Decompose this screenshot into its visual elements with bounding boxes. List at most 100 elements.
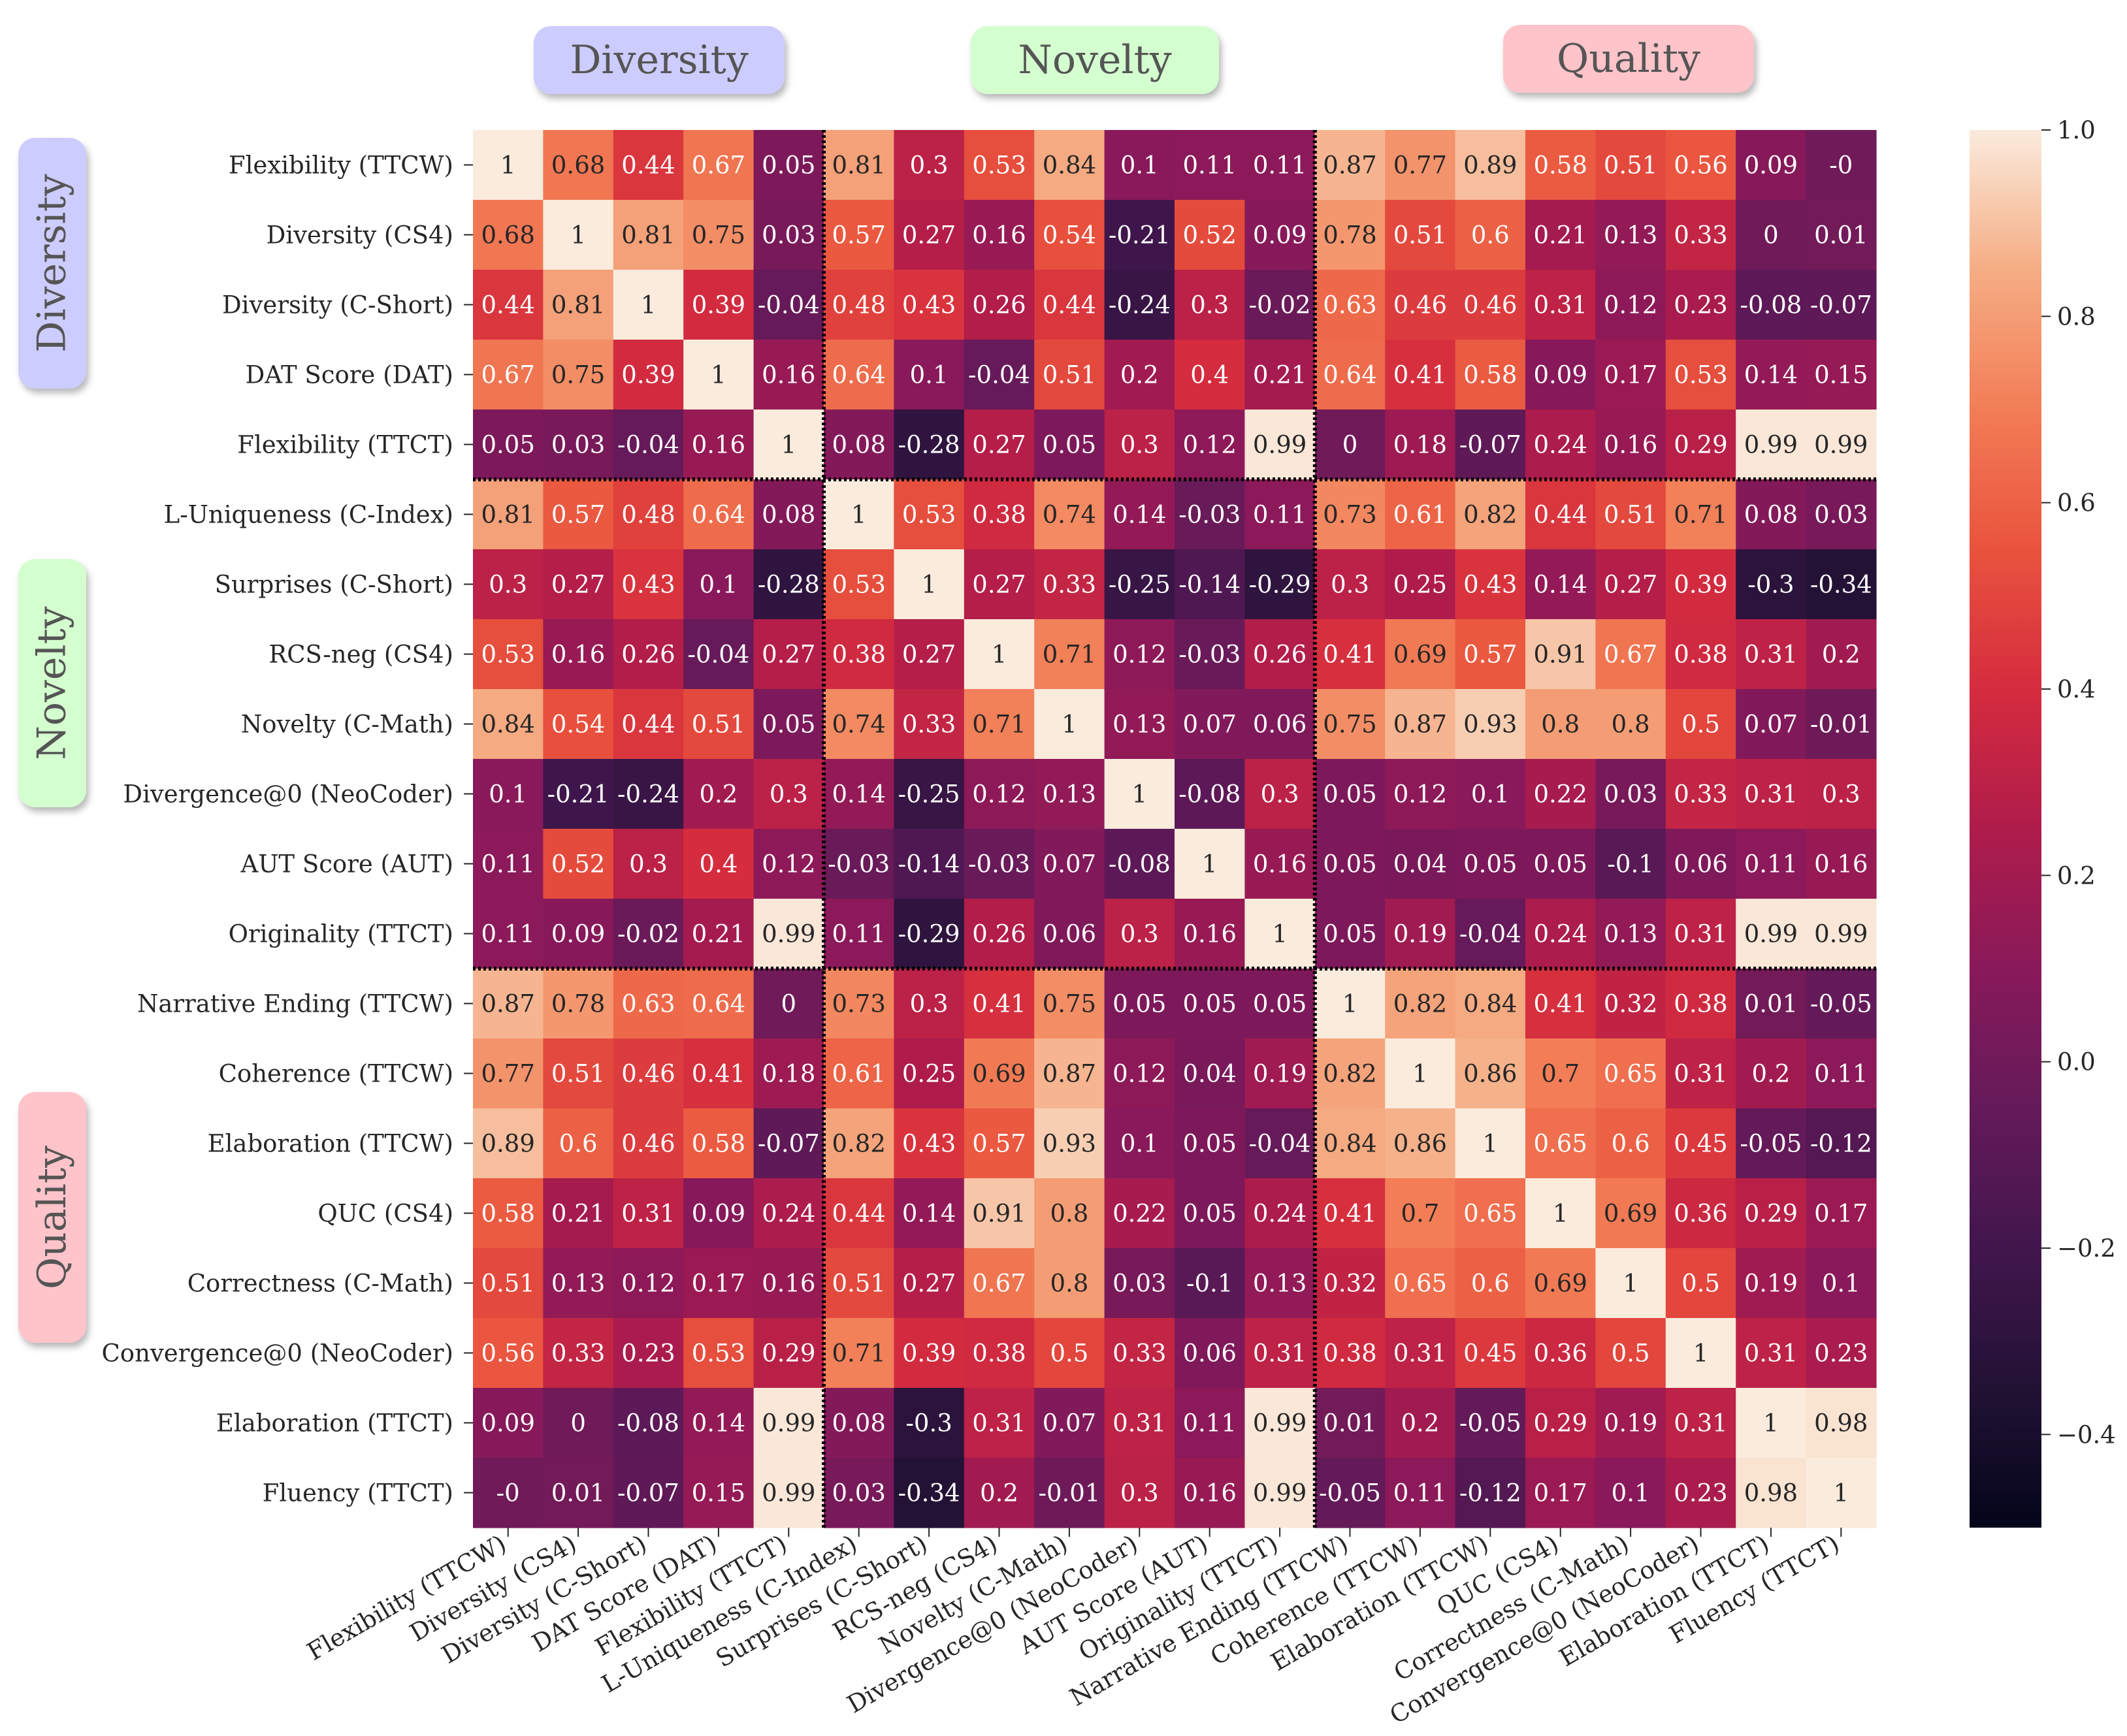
cell-value-label: -0.12: [1810, 1130, 1872, 1158]
cell-value-label: 0.16: [1183, 920, 1237, 948]
heatmap-cell: [543, 1038, 614, 1109]
cell-value-label: 0: [1763, 221, 1779, 249]
heatmap-cell: [1314, 340, 1386, 410]
heatmap-cell: [1736, 130, 1807, 201]
heatmap-cell: [683, 130, 755, 201]
cell-value-label: 1: [500, 152, 516, 180]
colorbar-tick-label: −0.4: [2057, 1421, 2116, 1449]
cell-value-label: 0.52: [1183, 221, 1237, 249]
heatmap-cell: [1244, 270, 1316, 340]
cell-value-label: 0.73: [832, 990, 886, 1018]
cell-value-label: 0.67: [972, 1270, 1026, 1298]
cell-value-label: 0.58: [481, 1200, 535, 1228]
heatmap-cell: [1806, 899, 1877, 969]
cell-value-label: 0.06: [1043, 920, 1096, 948]
heatmap-cell: [1595, 410, 1666, 480]
heatmap-cell: [753, 410, 824, 480]
cell-value-label: 0.05: [762, 152, 815, 180]
heatmap-cell: [1455, 410, 1526, 480]
cell-value-label: -0.3: [905, 1409, 952, 1438]
cell-value-label: -0.1: [1607, 850, 1653, 878]
heatmap-cell: [964, 1318, 1035, 1389]
heatmap-cell: [1244, 1248, 1316, 1319]
heatmap-cell: [473, 200, 544, 270]
heatmap-cell: [613, 1038, 684, 1109]
heatmap-cell: [824, 689, 894, 760]
heatmap-cell: [613, 200, 684, 270]
heatmap-cell: [1175, 829, 1245, 899]
heatmap-cell: [1525, 1388, 1596, 1458]
heatmap-cell: [1104, 1318, 1175, 1389]
cell-value-label: 0.19: [1744, 1270, 1798, 1298]
heatmap-cell: [1385, 410, 1456, 480]
cell-value-label: -0.08: [617, 1409, 679, 1438]
cell-value-label: 0.3: [1822, 780, 1860, 809]
cell-value-label: 0.44: [1534, 501, 1587, 529]
cell-value-label: 0.51: [481, 1270, 535, 1298]
cell-value-label: -0.04: [687, 641, 749, 669]
y-tick-label: Flexibility (TTCT): [237, 431, 453, 459]
cell-value-label: 0.16: [1604, 431, 1657, 459]
cell-value-label: 0.07: [1744, 711, 1798, 739]
heatmap-cell: [683, 619, 755, 690]
cell-value-label: 0.39: [692, 291, 745, 319]
cell-value-label: 0.38: [832, 641, 886, 669]
cell-value-label: 1: [781, 431, 797, 459]
heatmap-cell: [543, 829, 614, 899]
heatmap-cell: [753, 549, 824, 620]
cell-value-label: 0.74: [1043, 501, 1096, 529]
cell-value-label: 0.31: [1112, 1409, 1166, 1438]
cell-value-label: -0.34: [1810, 571, 1872, 599]
cell-value-label: 0.7: [1541, 1060, 1580, 1088]
cell-value-label: 0.1: [910, 361, 949, 389]
group-label-side: Novelty: [18, 559, 86, 807]
heatmap-cell: [1665, 829, 1736, 899]
cell-value-label: -0.25: [898, 780, 960, 809]
cell-value-label: 0.26: [621, 641, 675, 669]
cell-value-label: 0.31: [1393, 1340, 1447, 1368]
cell-value-label: -0.07: [1810, 291, 1872, 319]
cell-annotations: 1 0.68 0.44 0.67 0.05 0.81 0.3 0.53 0.84 0.1 0.11 0…: [481, 152, 1872, 1507]
cell-value-label: 0.64: [1323, 361, 1376, 389]
cell-value-label: -0.03: [968, 850, 1030, 878]
heatmap-cell: [1385, 619, 1456, 690]
heatmap-cell: [1314, 1458, 1386, 1528]
heatmap-cell: [1455, 200, 1526, 270]
cell-value-label: 0.1: [1471, 780, 1510, 809]
heatmap-cell: [1806, 1318, 1877, 1389]
cell-value-label: 0.01: [1323, 1409, 1376, 1438]
heatmap-cell: [613, 1178, 684, 1249]
heatmap-cell: [964, 689, 1035, 760]
heatmap-cell: [824, 340, 894, 410]
y-tick-label: Elaboration (TTCT): [216, 1409, 453, 1438]
cell-value-label: 0.63: [621, 990, 675, 1018]
cell-value-label: 0.3: [910, 152, 949, 180]
cell-value-label: 1: [1202, 850, 1218, 878]
cell-value-label: 0.3: [770, 780, 808, 809]
heatmap-cell: [753, 340, 824, 410]
heatmap-cell: [1665, 130, 1736, 201]
heatmap-cell: [1806, 969, 1877, 1039]
heatmap-cell: [473, 1038, 544, 1109]
colorbar-tick-label: 1.0: [2057, 116, 2096, 144]
cell-value-label: 1: [1342, 990, 1358, 1018]
heatmap-cell: [543, 1178, 614, 1249]
heatmap-cell: [1736, 200, 1807, 270]
y-tick-label: RCS-neg (CS4): [268, 641, 453, 669]
heatmap-cell: [824, 759, 894, 829]
cell-value-label: 0.11: [1744, 850, 1798, 878]
heatmap-cell: [613, 340, 684, 410]
heatmap-cell: [1314, 1178, 1386, 1249]
heatmap-cell: [1104, 829, 1175, 899]
cell-value-label: 0.56: [1674, 152, 1727, 180]
cell-value-label: 0.75: [692, 221, 745, 249]
heatmap-cell: [894, 829, 965, 899]
heatmap-cell: [683, 1388, 755, 1458]
cell-value-label: 1: [641, 291, 657, 319]
heatmap-cell: [473, 829, 544, 899]
heatmap-cell: [1175, 1248, 1245, 1319]
heatmap-cell: [1455, 759, 1526, 829]
cell-value-label: 0.99: [762, 1479, 815, 1507]
cell-value-label: 0.08: [1744, 501, 1798, 529]
